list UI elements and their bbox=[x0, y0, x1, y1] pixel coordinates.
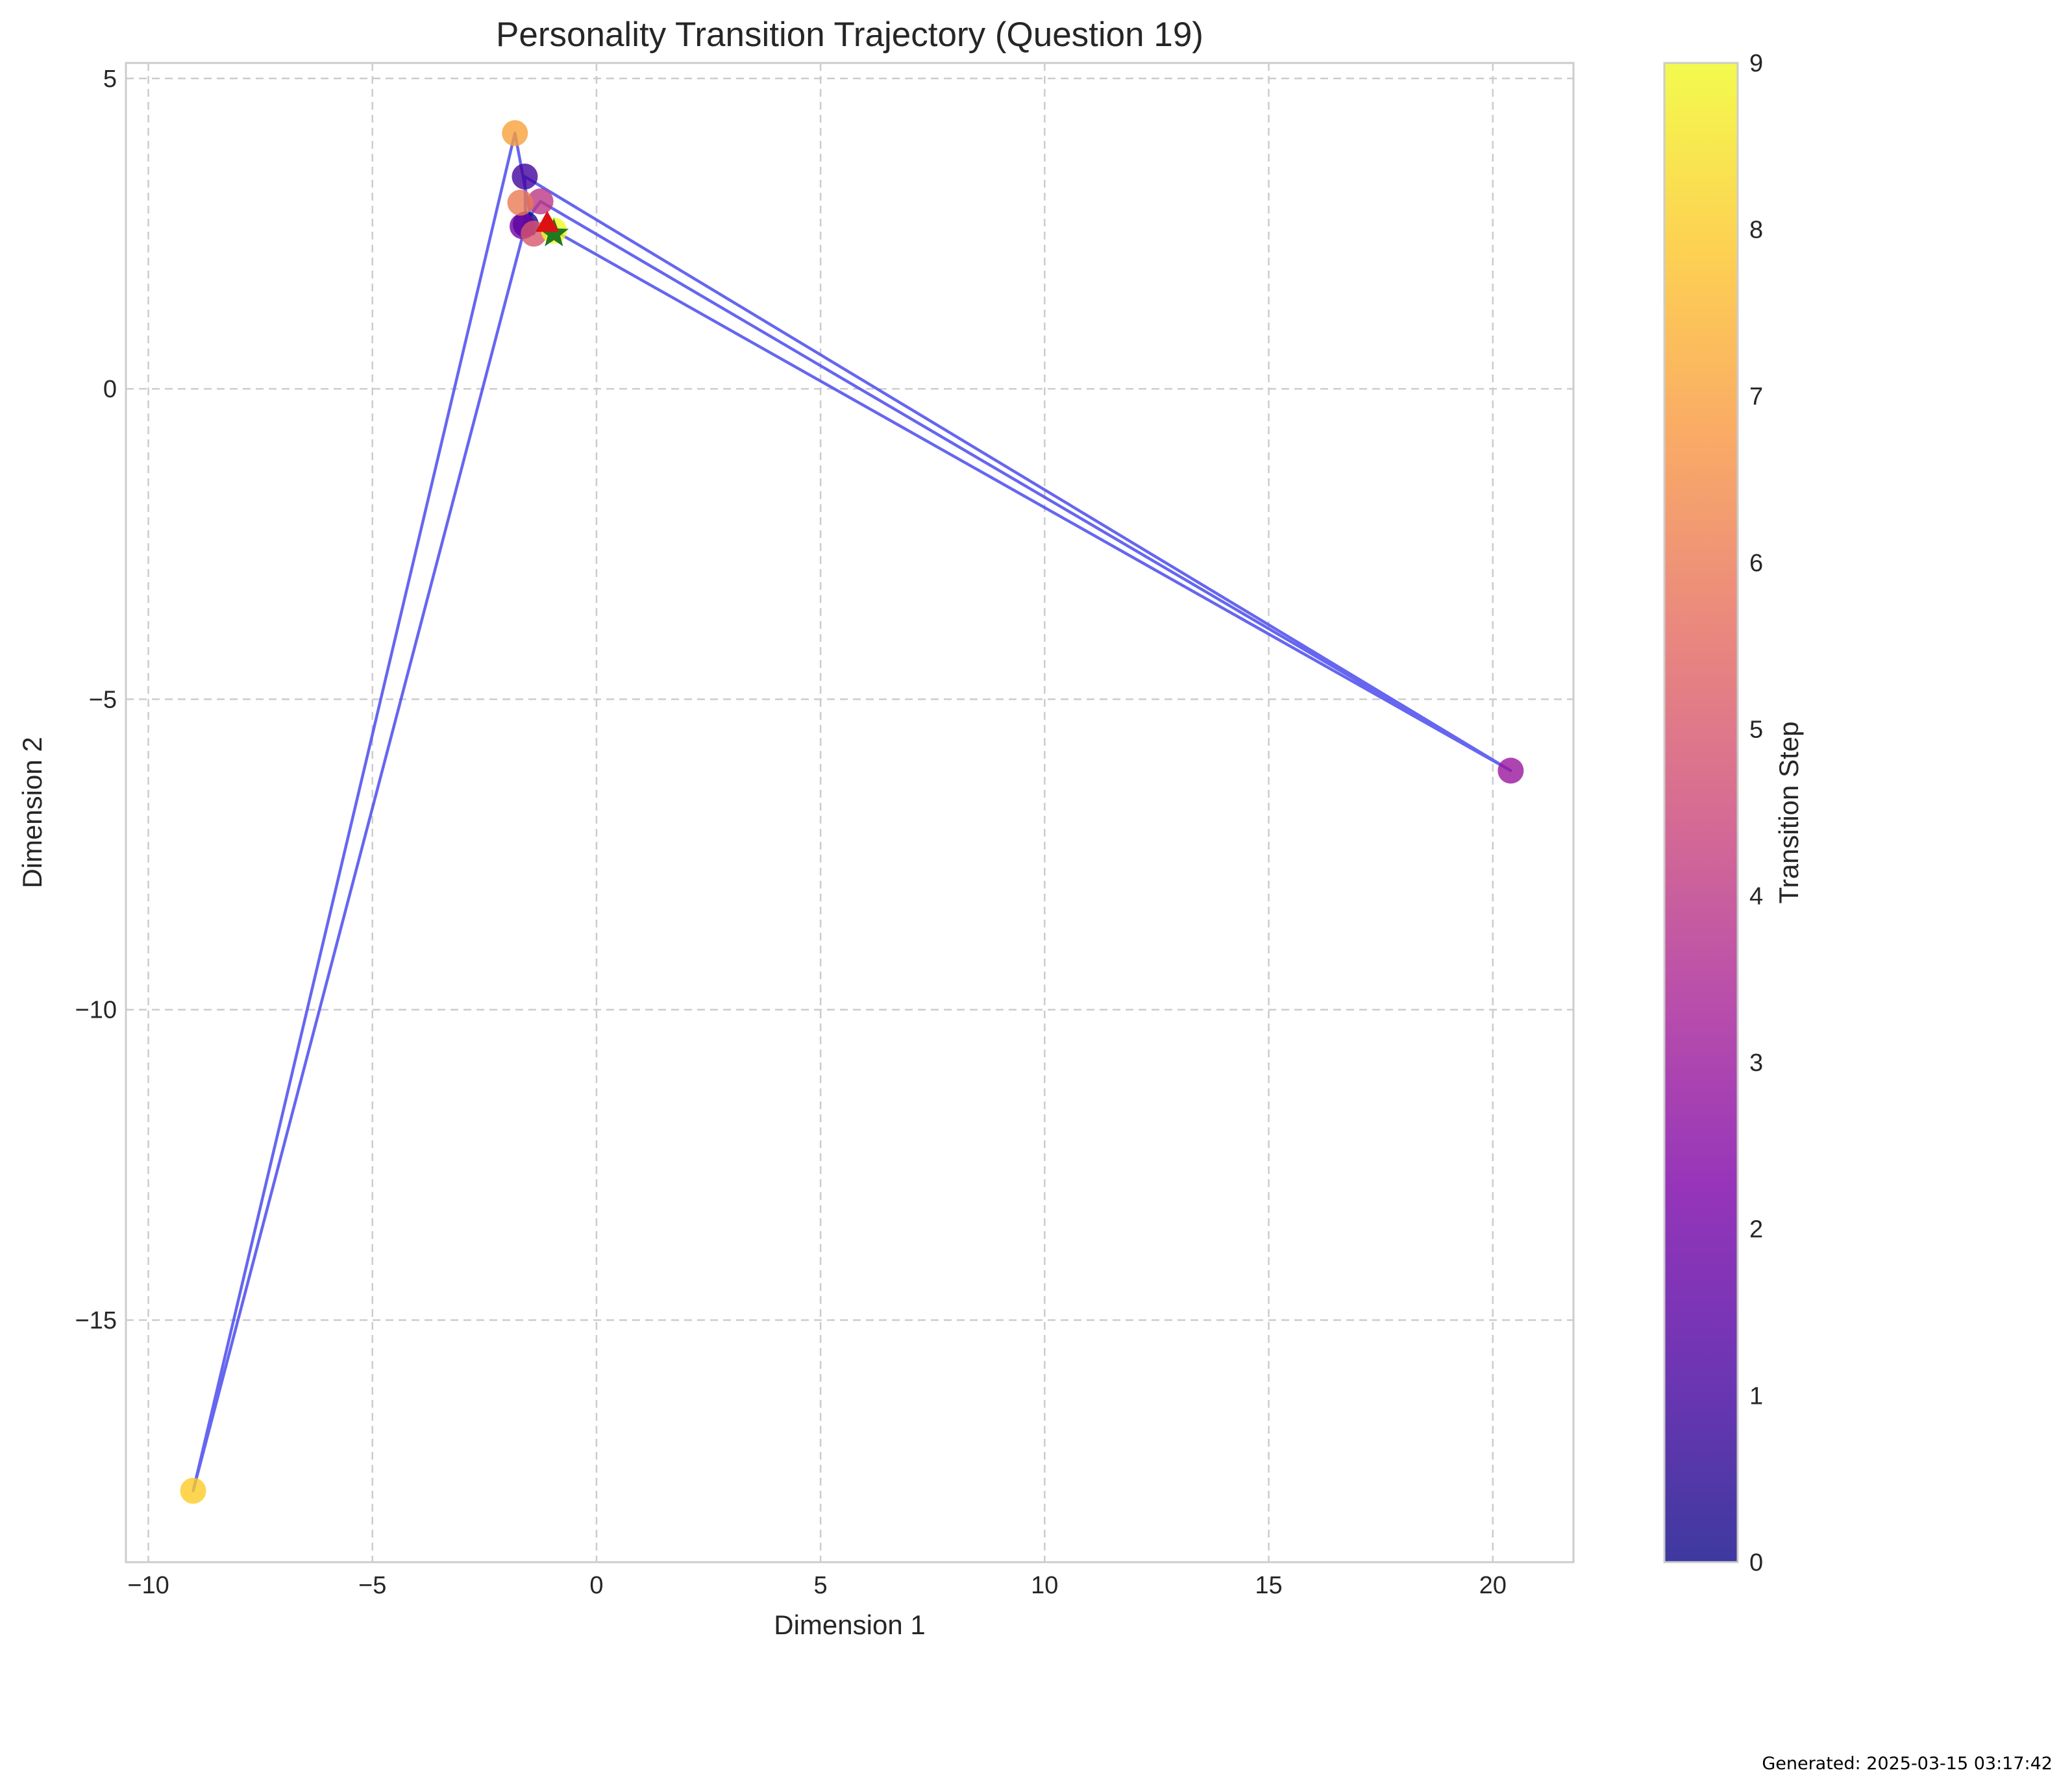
data-point-step-4 bbox=[527, 188, 554, 215]
plot-frame bbox=[125, 62, 1575, 1563]
colorbar bbox=[1663, 62, 1739, 1563]
x-tick-label: 0 bbox=[589, 1572, 603, 1599]
y-tick-label: −5 bbox=[89, 686, 117, 713]
data-point-step-3 bbox=[1498, 757, 1524, 784]
grid bbox=[126, 63, 1573, 1562]
x-tick-label: −10 bbox=[127, 1572, 169, 1599]
y-tick-label: 0 bbox=[103, 376, 117, 403]
colorbar-tick-label: 9 bbox=[1749, 50, 1763, 77]
y-tick-labels: 5 0 −5 −10 −15 bbox=[75, 66, 117, 1334]
colorbar-tick-label: 4 bbox=[1749, 883, 1763, 910]
x-axis-label: Dimension 1 bbox=[774, 1610, 925, 1640]
data-point-step-8 bbox=[180, 1478, 206, 1504]
data-point-step-6 bbox=[507, 190, 534, 216]
colorbar-tick-label: 5 bbox=[1749, 717, 1763, 744]
y-axis-label: Dimension 2 bbox=[17, 737, 47, 888]
colorbar-label: Transition Step bbox=[1773, 722, 1804, 904]
start-end-markers bbox=[535, 210, 569, 247]
y-tick-label: −10 bbox=[75, 997, 117, 1024]
colorbar-tick-label: 7 bbox=[1749, 383, 1763, 410]
y-tick-label: −15 bbox=[75, 1307, 117, 1334]
y-tick-label: 5 bbox=[103, 66, 117, 93]
start-marker-star bbox=[539, 218, 569, 247]
colorbar-tick-label: 3 bbox=[1749, 1049, 1763, 1077]
end-marker-triangle bbox=[535, 210, 559, 232]
x-tick-label: −5 bbox=[358, 1572, 386, 1599]
x-tick-label: 15 bbox=[1255, 1572, 1282, 1599]
x-tick-label: 20 bbox=[1479, 1572, 1507, 1599]
x-tick-label: 5 bbox=[814, 1572, 828, 1599]
x-tick-labels: −10 −5 0 5 10 15 20 bbox=[127, 1572, 1507, 1599]
colorbar-tick-label: 6 bbox=[1749, 550, 1763, 577]
colorbar-ticks: 0 1 2 3 4 5 6 7 8 9 bbox=[1749, 50, 1763, 1576]
generated-timestamp: Generated: 2025-03-15 03:17:42 bbox=[1762, 1754, 2053, 1774]
colorbar-tick-label: 0 bbox=[1749, 1549, 1763, 1576]
colorbar-tick-label: 1 bbox=[1749, 1382, 1763, 1410]
colorbar-tick-label: 8 bbox=[1749, 217, 1763, 244]
x-tick-label: 10 bbox=[1031, 1572, 1058, 1599]
colorbar-tick-label: 2 bbox=[1749, 1216, 1763, 1244]
data-point-step-1 bbox=[512, 164, 538, 190]
chart-title: Personality Transition Trajectory (Quest… bbox=[496, 16, 1203, 54]
data-point-step-7 bbox=[502, 120, 528, 147]
plot-area bbox=[126, 63, 1573, 1562]
